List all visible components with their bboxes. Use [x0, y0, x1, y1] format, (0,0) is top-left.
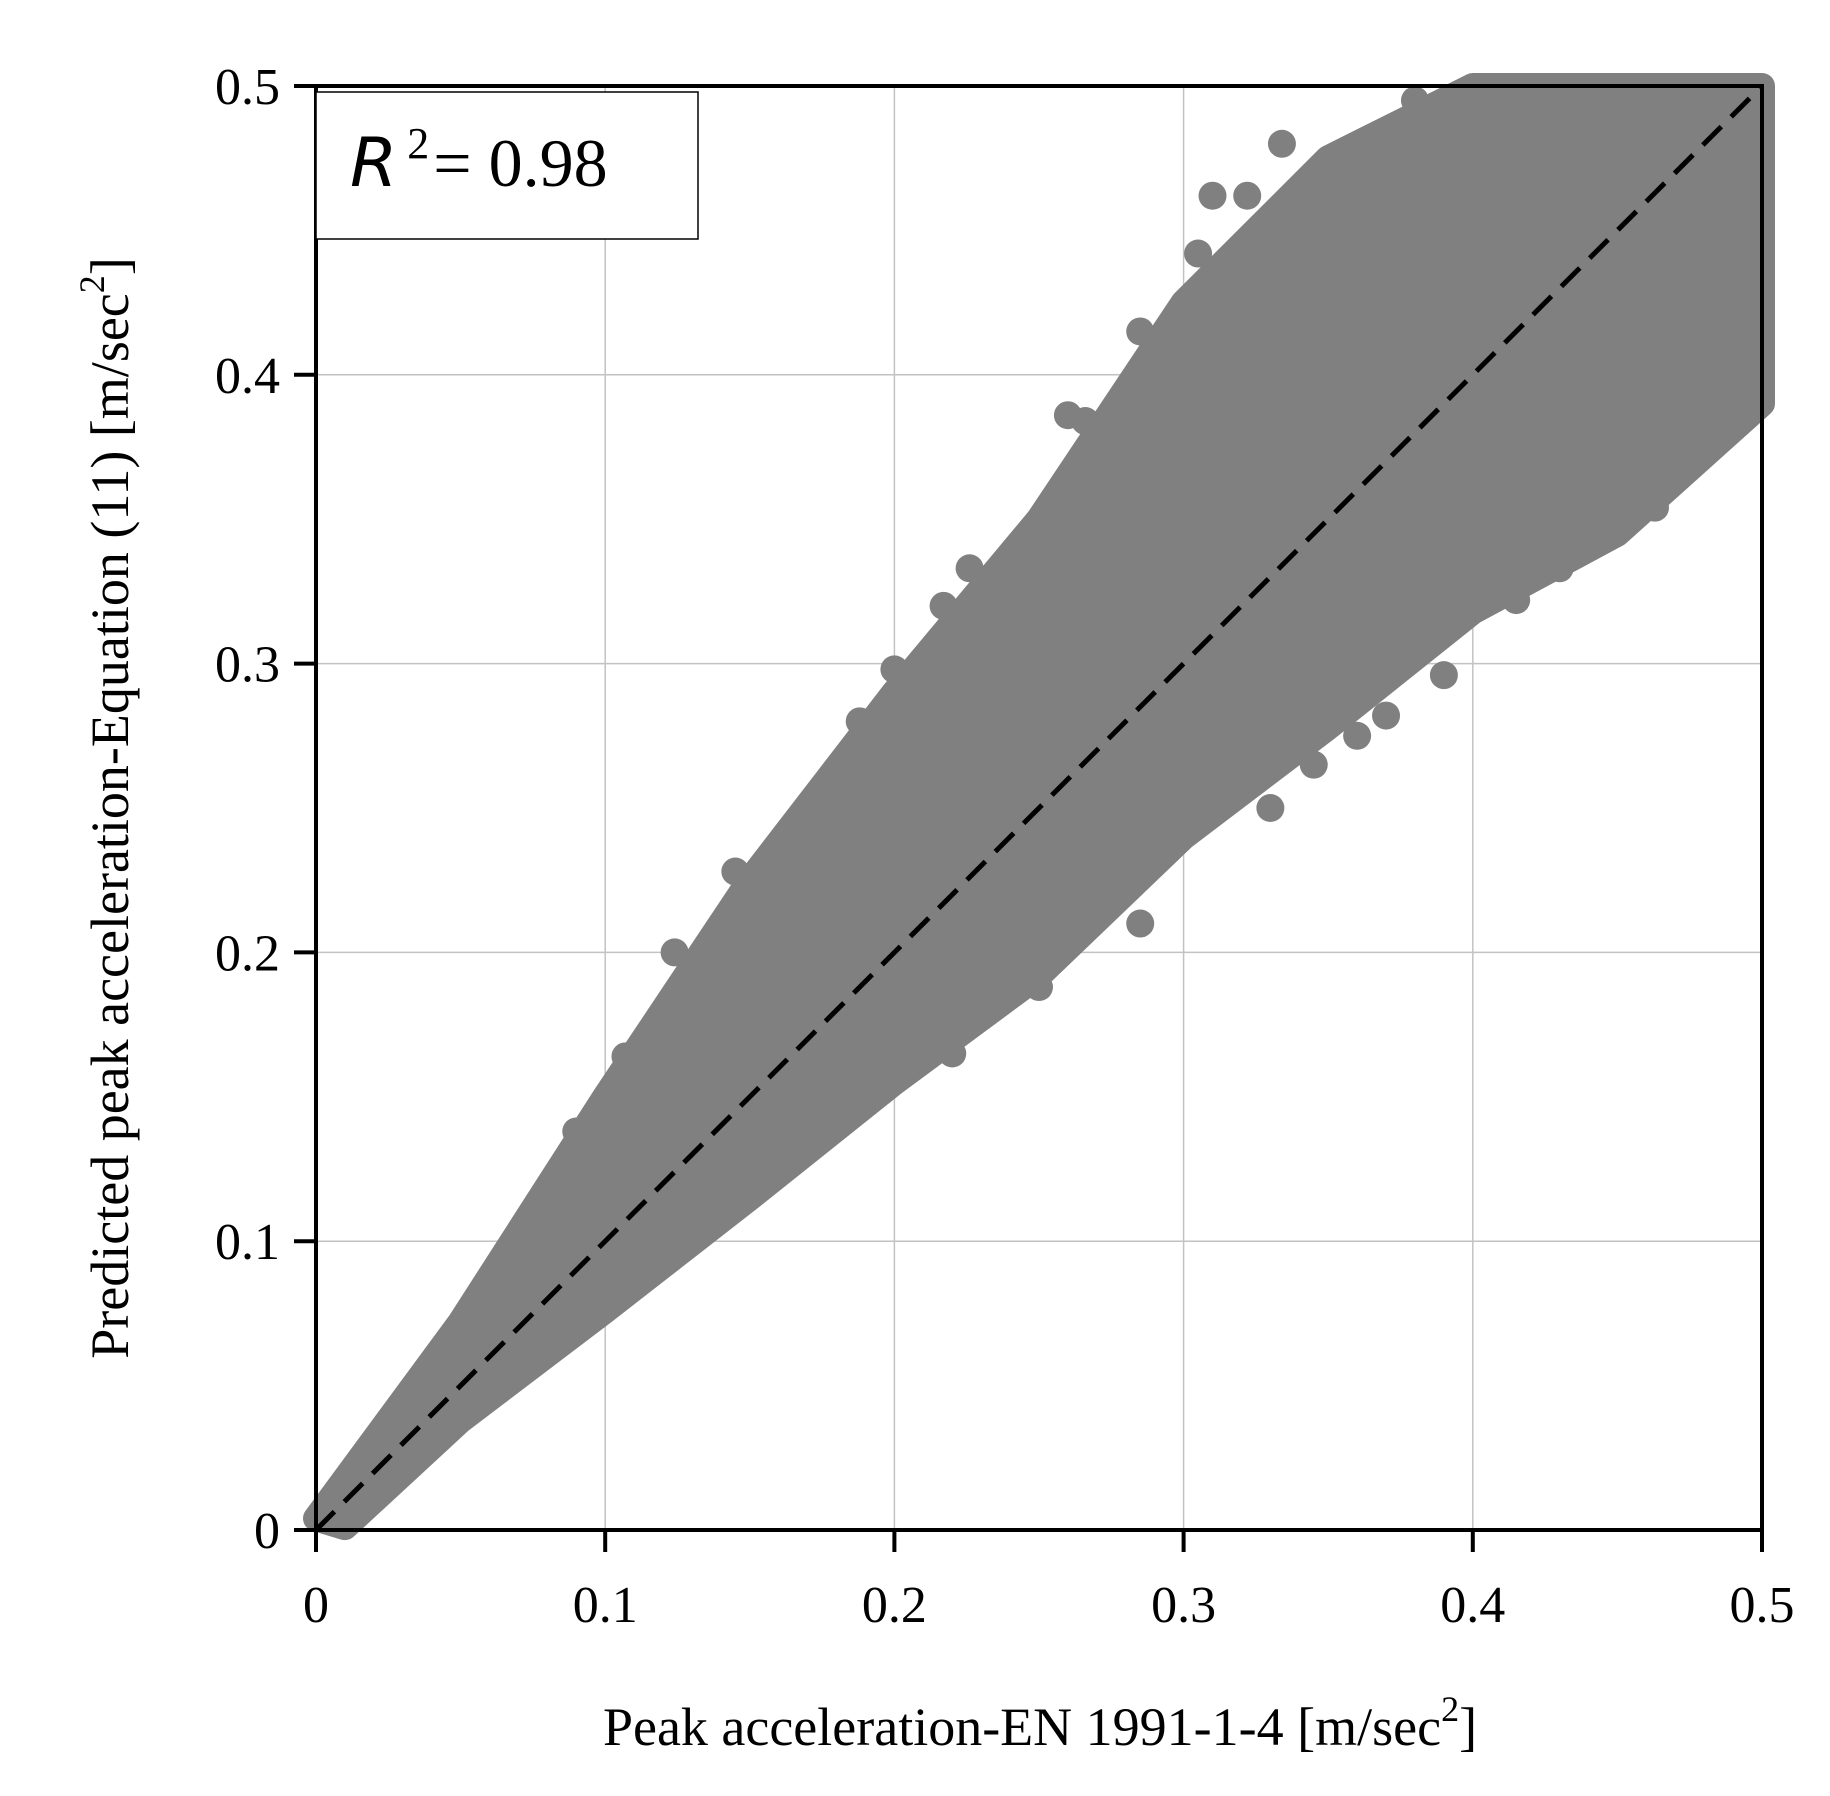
- scatter-point: [1372, 701, 1401, 730]
- x-axis-title: Peak acceleration-EN 1991-1-4 [m/sec2]: [603, 1689, 1477, 1757]
- scatter-point: [1640, 493, 1669, 522]
- scatter-point: [1267, 129, 1296, 158]
- scatter-point: [1545, 554, 1574, 583]
- y-tick-label: 0: [254, 1503, 280, 1560]
- y-tick-label: 0.5: [215, 59, 280, 116]
- x-tick-label: 0.2: [862, 1577, 927, 1634]
- scatter-point: [955, 554, 984, 583]
- scatter-point: [533, 1331, 562, 1360]
- scatter-point: [1184, 239, 1213, 268]
- scatter-point: [611, 1042, 640, 1071]
- x-tick-label: 0.1: [573, 1577, 638, 1634]
- x-tick-label: 0.4: [1440, 1577, 1505, 1634]
- scatter-point: [1198, 181, 1227, 210]
- scatter-point: [660, 938, 689, 967]
- scatter-point: [1126, 909, 1155, 938]
- y-tick-label: 0.4: [215, 348, 280, 405]
- x-tick-label: 0.5: [1730, 1577, 1795, 1634]
- scatter-point: [1126, 317, 1155, 346]
- scatter-point: [845, 707, 874, 736]
- scatter-point: [1343, 721, 1372, 750]
- y-axis-title: Predicted peak acceleration-Equation (11…: [72, 257, 140, 1358]
- x-axis-ticks: 0 0.1 0.2 0.3 0.4 0.5: [303, 1530, 1795, 1634]
- scatter-point: [938, 1039, 967, 1068]
- scatter-point: [1025, 973, 1053, 1002]
- y-tick-label: 0.1: [215, 1214, 280, 1271]
- y-tick-label: 0.3: [215, 637, 280, 694]
- annotation-box: [315, 91, 699, 240]
- scatter-point: [851, 1088, 880, 1117]
- scatter-point: [1429, 661, 1458, 690]
- scatter-point: [758, 1163, 787, 1192]
- scatter-point: [880, 655, 909, 684]
- y-axis-ticks: 0 0.1 0.2 0.3 0.4 0.5: [215, 59, 316, 1560]
- scatter-point: [1019, 519, 1048, 548]
- r-squared-annotation: R 2= 0.98: [315, 91, 699, 240]
- scatter-point: [1502, 586, 1531, 615]
- scatter-point: [929, 591, 958, 620]
- reference-line-dashed: [314, 84, 1764, 1532]
- scatter-point: [562, 1117, 591, 1146]
- plot-frame: [314, 84, 1764, 1532]
- x-tick-label: 0.3: [1151, 1577, 1216, 1634]
- x-tick-label: 0: [303, 1577, 329, 1634]
- scatter-point: [1667, 433, 1696, 461]
- scatter-point: [1299, 750, 1328, 779]
- scatter-point: [1233, 181, 1262, 210]
- scatter-point: [637, 1250, 666, 1279]
- scatter-point: [1400, 86, 1429, 115]
- y-tick-label: 0.2: [215, 925, 280, 982]
- scatter-point: [721, 857, 750, 886]
- scatter-point: [1071, 407, 1100, 436]
- scatter-point: [1256, 794, 1285, 822]
- r-squared-label: R 2= 0.98: [350, 119, 608, 203]
